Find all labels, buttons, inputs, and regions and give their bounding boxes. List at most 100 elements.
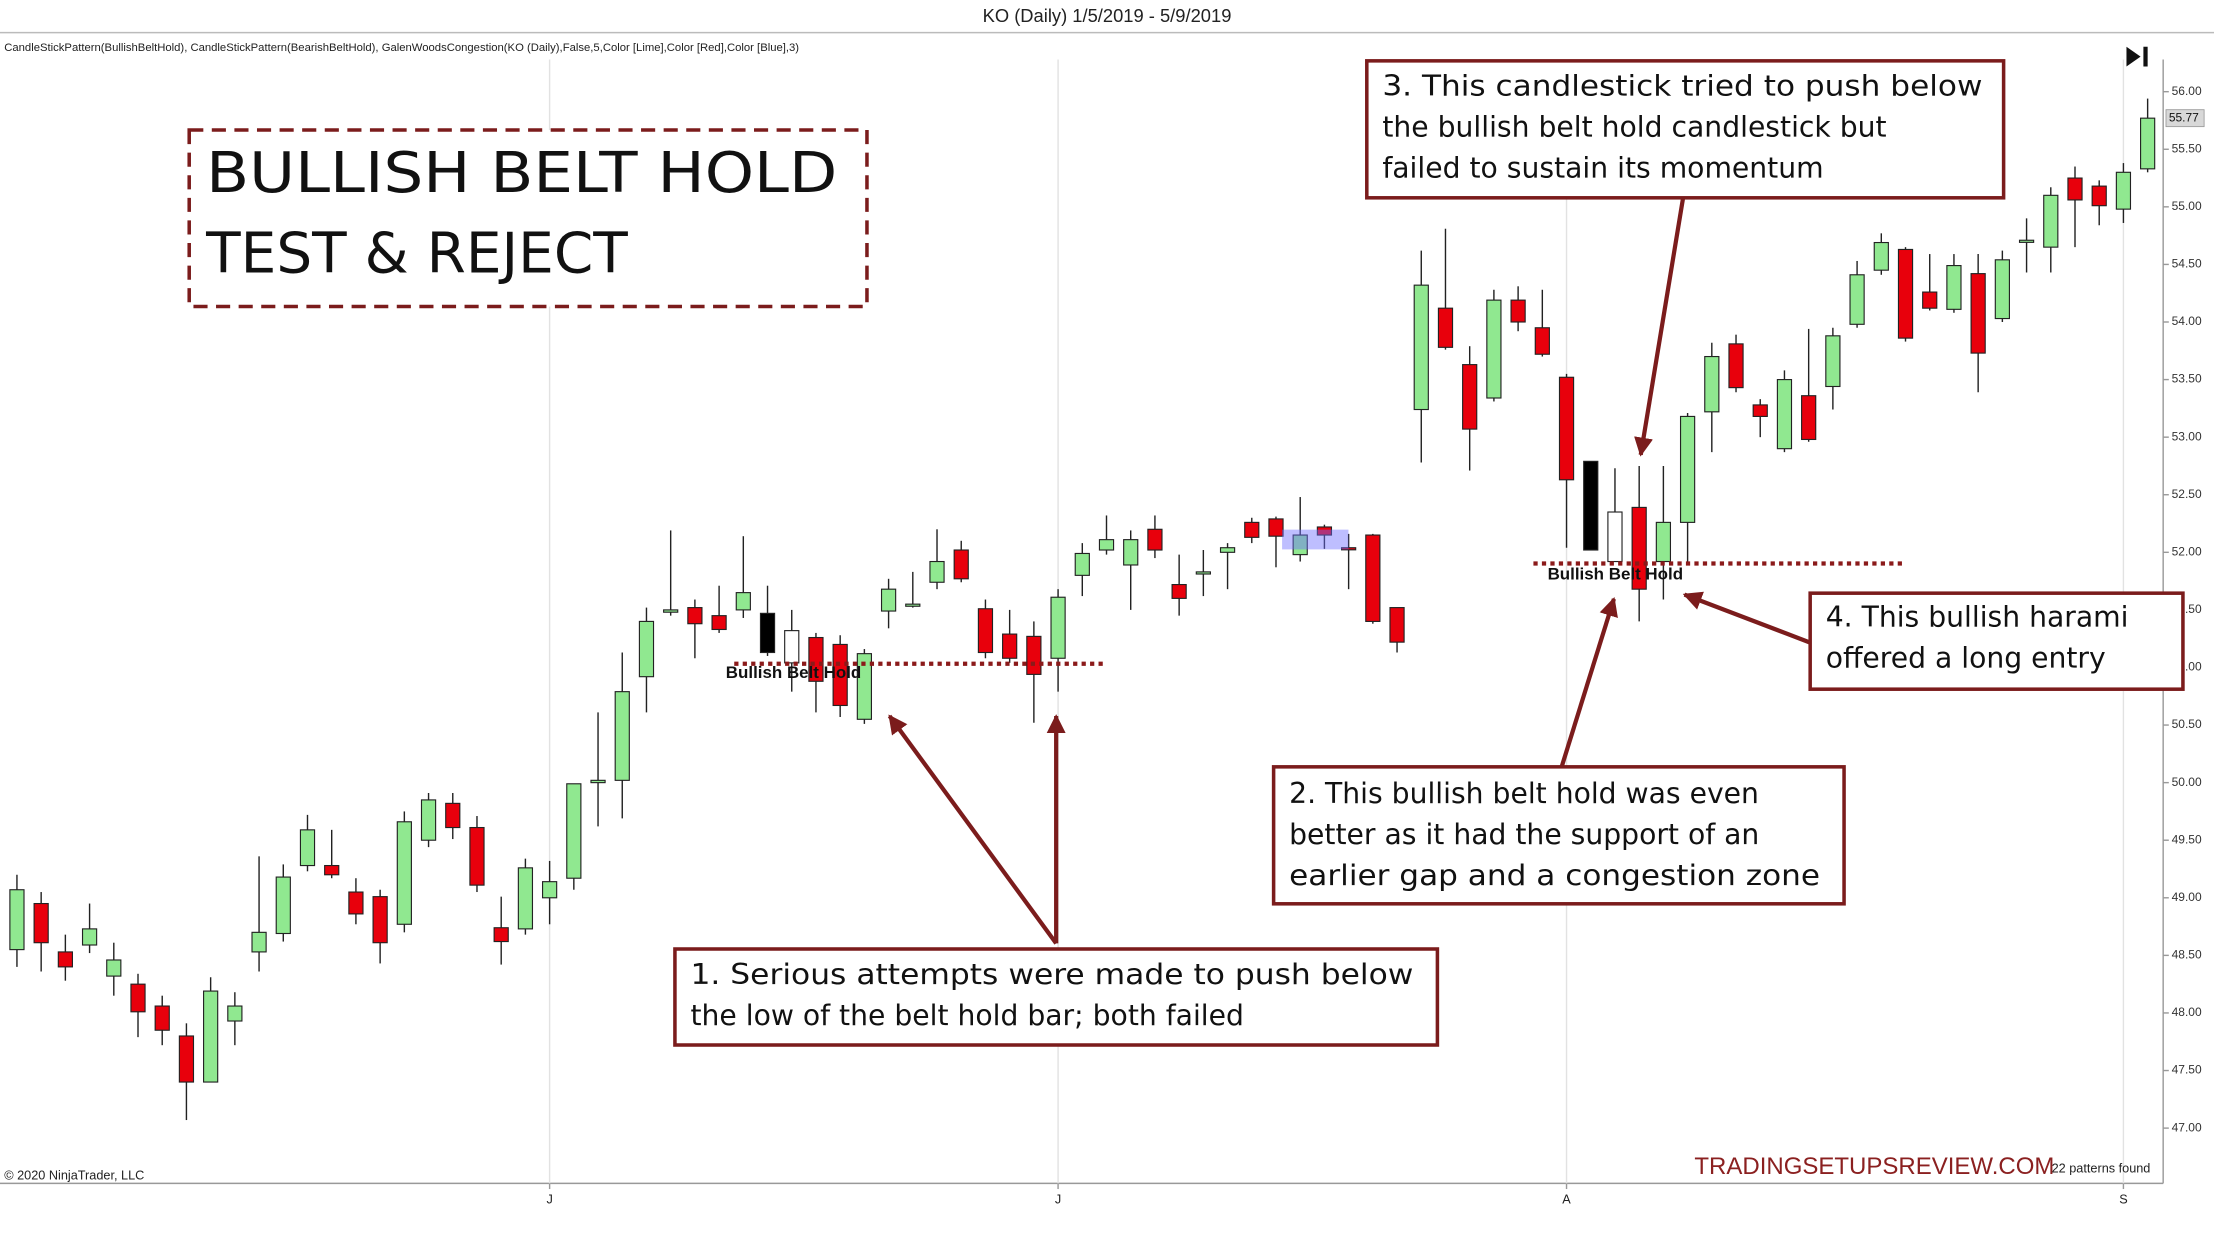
annotation-box bbox=[1365, 59, 2006, 200]
candle-body bbox=[1002, 633, 1018, 659]
candle-body bbox=[1341, 547, 1357, 551]
y-tick-label: 47.50 bbox=[2172, 1063, 2202, 1077]
arrow bbox=[887, 714, 1058, 945]
candle-body bbox=[1510, 299, 1526, 323]
candle-body bbox=[614, 691, 630, 781]
candle-body bbox=[1849, 274, 1865, 325]
candle-body bbox=[275, 876, 291, 935]
candle-body bbox=[2115, 171, 2132, 210]
candle-body bbox=[1752, 404, 1768, 417]
annotation-text: 2. This bullish belt hold was even bbox=[1289, 777, 1759, 810]
candle-body bbox=[396, 821, 412, 925]
annotation-text: earlier gap and a congestion zone bbox=[1289, 859, 1820, 892]
annotation-text: 1. Serious attempts were made to push be… bbox=[690, 958, 1413, 991]
scroll-end-icon[interactable] bbox=[2143, 46, 2148, 67]
annotation-text: 4. This bullish harami bbox=[1826, 601, 2129, 634]
candle-body bbox=[57, 951, 73, 968]
candle-body bbox=[1219, 547, 1236, 553]
patterns-found: 22 patterns found bbox=[2052, 1162, 2151, 1176]
candle-body bbox=[638, 620, 655, 678]
annotation-text: better as it had the support of an bbox=[1289, 818, 1759, 851]
candle-body bbox=[1147, 528, 1163, 551]
candle-body bbox=[299, 829, 316, 867]
y-tick-label: 49.50 bbox=[2172, 832, 2202, 846]
candle-body bbox=[2067, 177, 2083, 201]
candle-body bbox=[663, 609, 679, 613]
y-tick-label: 53.50 bbox=[2172, 372, 2202, 386]
candle-body bbox=[1244, 521, 1260, 538]
candle-body bbox=[1074, 552, 1090, 576]
annotation-box bbox=[1271, 765, 1846, 906]
candle-body bbox=[1776, 379, 1793, 450]
candle-body bbox=[106, 959, 122, 977]
scroll-end-icon[interactable] bbox=[2126, 46, 2141, 67]
candle-body bbox=[1171, 583, 1187, 599]
candle-body bbox=[1825, 335, 1841, 388]
y-tick-label: 53.00 bbox=[2172, 429, 2202, 443]
candle-body bbox=[856, 653, 873, 720]
y-tick-label: 50.00 bbox=[2172, 775, 2202, 789]
annotation-box bbox=[673, 947, 1440, 1047]
candle-body bbox=[2140, 117, 2156, 170]
candle-body bbox=[1486, 299, 1502, 399]
candle-body bbox=[348, 891, 364, 915]
candle-body bbox=[1946, 265, 1962, 310]
candle-body bbox=[1704, 355, 1720, 413]
candle-body bbox=[2018, 239, 2035, 243]
candle-body bbox=[445, 802, 461, 829]
candle-body bbox=[880, 588, 897, 612]
candle-body bbox=[469, 826, 485, 886]
candle-body bbox=[1026, 635, 1042, 675]
candle-body bbox=[1437, 307, 1454, 348]
x-tick-label: S bbox=[2119, 1193, 2127, 1207]
last-price-label: 55.77 bbox=[2169, 110, 2199, 124]
y-tick-label: 49.00 bbox=[2172, 890, 2202, 904]
candle-body bbox=[1655, 521, 1672, 563]
candle-body bbox=[711, 615, 727, 631]
candle-body bbox=[154, 1005, 170, 1031]
y-tick-label: 54.00 bbox=[2172, 314, 2202, 328]
candle-body bbox=[1679, 415, 1696, 523]
congestion-zone bbox=[1282, 529, 1349, 550]
y-tick-label: 48.00 bbox=[2172, 1005, 2202, 1019]
annotation-text: 3. This candlestick tried to push below bbox=[1382, 70, 1982, 103]
candle-body bbox=[1897, 248, 1914, 339]
candle-body bbox=[929, 560, 945, 583]
last-price-box bbox=[2165, 109, 2205, 128]
heading: TEST & REJECT bbox=[205, 222, 628, 287]
y-tick-label: 52.50 bbox=[2172, 487, 2202, 501]
y-tick-label: 47.00 bbox=[2172, 1120, 2202, 1134]
candle-body bbox=[178, 1035, 195, 1083]
candle-body bbox=[9, 889, 25, 951]
candle-body bbox=[251, 931, 267, 953]
y-tick-label: 54.50 bbox=[2172, 257, 2202, 271]
pattern-label: Bullish Belt Hold bbox=[1548, 564, 1684, 583]
candle-body bbox=[130, 983, 146, 1013]
indicator-text: CandleStickPattern(BullishBeltHold), Can… bbox=[4, 42, 799, 54]
candle-body bbox=[517, 867, 534, 930]
y-tick-label: 50.50 bbox=[2172, 717, 2202, 731]
candle-body bbox=[2091, 185, 2107, 207]
candle-body bbox=[1268, 518, 1284, 537]
copyright: © 2020 NinjaTrader, LLC bbox=[4, 1169, 144, 1183]
candle-body bbox=[1123, 539, 1139, 566]
heading-box bbox=[187, 128, 869, 309]
x-tick-label: A bbox=[1562, 1193, 1571, 1207]
candle-body bbox=[590, 779, 606, 784]
candle-body bbox=[1365, 534, 1381, 622]
candle-body bbox=[905, 603, 921, 607]
candle-body bbox=[1195, 571, 1211, 575]
heading: BULLISH BELT HOLD bbox=[206, 141, 837, 206]
candle-body bbox=[1728, 343, 1744, 389]
candle-body bbox=[541, 881, 558, 899]
candle-body bbox=[759, 612, 776, 654]
candle-body bbox=[953, 549, 969, 580]
x-tick-label: J bbox=[1055, 1193, 1061, 1207]
candle-body bbox=[1607, 511, 1623, 563]
candle-body bbox=[203, 990, 219, 1083]
candle-body bbox=[1098, 539, 1115, 551]
chart-title: KO (Daily) 1/5/2019 - 5/9/2019 bbox=[983, 5, 1232, 26]
candle-body bbox=[1316, 526, 1333, 536]
candle-body bbox=[420, 799, 437, 841]
